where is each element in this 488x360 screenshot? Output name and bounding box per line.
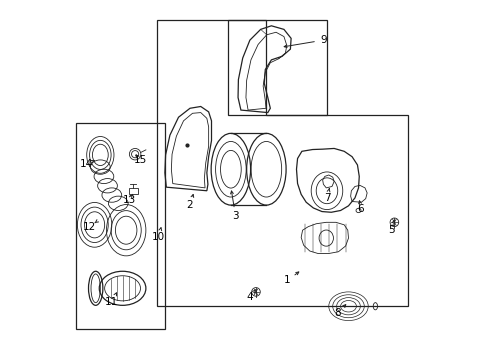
Text: 9: 9 (320, 35, 326, 45)
Text: 2: 2 (186, 200, 193, 210)
Text: 5: 5 (387, 225, 394, 235)
Text: 11: 11 (105, 297, 118, 307)
Text: 10: 10 (152, 232, 164, 242)
Text: 15: 15 (134, 155, 147, 165)
Text: 14: 14 (79, 159, 92, 169)
Text: 1: 1 (284, 275, 290, 285)
Text: 7: 7 (323, 193, 329, 203)
Bar (228, 21, 326, 116)
Text: 4: 4 (246, 292, 253, 302)
Text: 8: 8 (334, 308, 340, 318)
Text: 3: 3 (232, 211, 238, 221)
Bar (129, 188, 138, 194)
Bar (76, 123, 164, 329)
Text: 12: 12 (83, 222, 96, 231)
Text: 13: 13 (122, 195, 135, 205)
Text: 6: 6 (357, 204, 364, 214)
